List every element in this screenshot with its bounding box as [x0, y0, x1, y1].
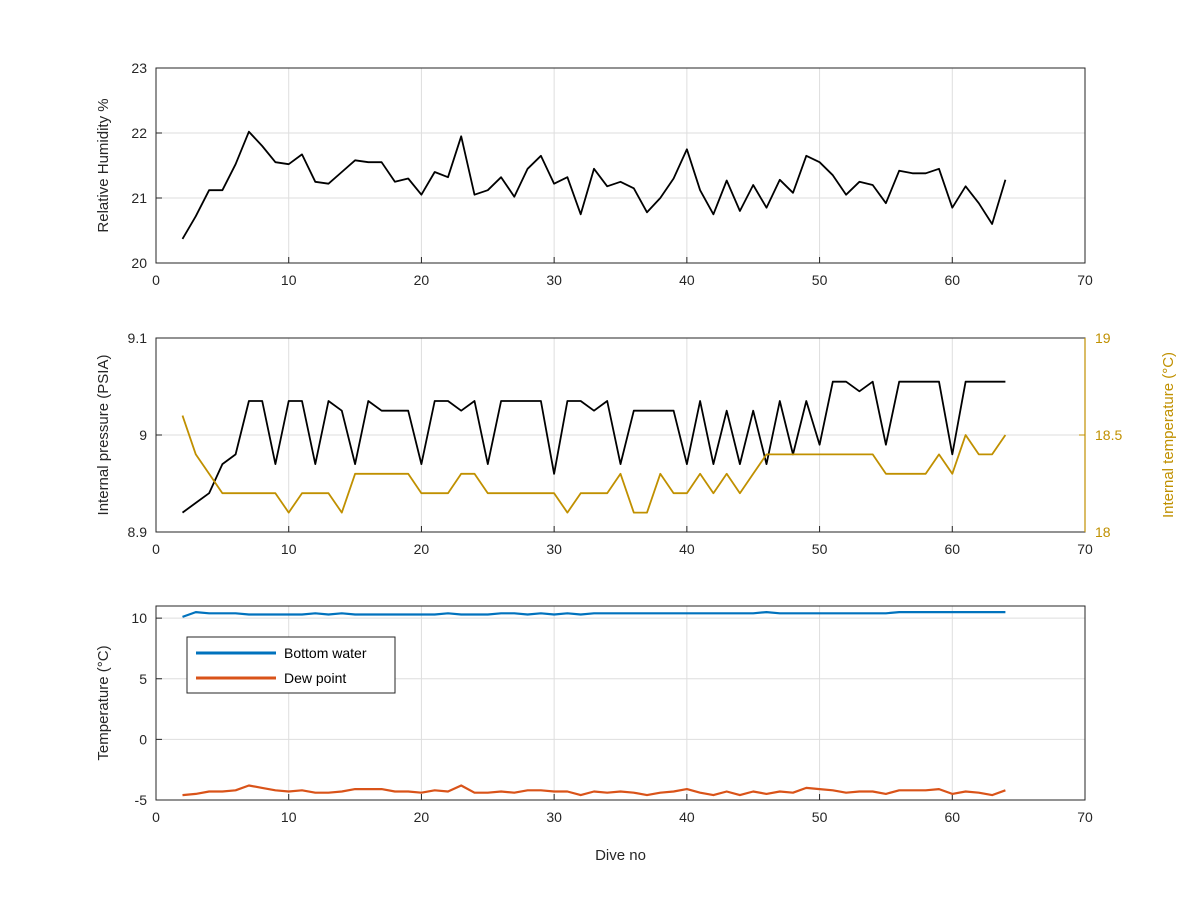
x-tick-label: 20 — [414, 809, 430, 825]
x-tick-label: 10 — [281, 541, 297, 557]
y-right-tick-label: 18 — [1095, 524, 1111, 540]
y-axis-label: Temperature (°C) — [95, 645, 112, 760]
y-tick-label: 20 — [131, 255, 147, 271]
x-axis-label: Dive no — [595, 847, 646, 864]
x-tick-label: 70 — [1077, 272, 1093, 288]
axes-box — [155, 67, 1086, 264]
axes-box — [155, 605, 1086, 801]
y-right-tick-label: 19 — [1095, 330, 1111, 346]
y-right-axis-label: Internal temperature (°C) — [1160, 352, 1177, 518]
series-line-1 — [181, 130, 1007, 240]
x-tick-label: 20 — [414, 272, 430, 288]
x-tick-label: 10 — [281, 809, 297, 825]
panel-1: 0 10 20 30 40 50 60 70 20 21 22 23 Relative Humidity… — [95, 60, 1093, 288]
series-line-1 — [182, 610, 1006, 618]
x-tick-label: 30 — [546, 809, 562, 825]
x-tick-label: 30 — [546, 272, 562, 288]
y-axis-label: Relative Humidity % — [95, 98, 112, 232]
x-tick-label: 50 — [812, 541, 828, 557]
y-tick-label: 5 — [139, 671, 147, 687]
y-tick-label: 0 — [139, 731, 147, 747]
x-tick-label: 20 — [414, 541, 430, 557]
legend-box — [186, 636, 396, 694]
x-tick-label: 10 — [281, 272, 297, 288]
y-right-tick-label: 18.5 — [1095, 427, 1122, 443]
x-tick-label: 60 — [944, 809, 960, 825]
y-tick-label: 23 — [131, 60, 147, 76]
legend: Bottom water Dew point — [186, 636, 396, 694]
x-tick-label: 60 — [944, 541, 960, 557]
y-tick-label: 9 — [139, 427, 147, 443]
x-tick-label: 40 — [679, 272, 695, 288]
x-tick-label: 0 — [152, 541, 160, 557]
x-tick-label: 0 — [152, 809, 160, 825]
x-tick-label: 40 — [679, 809, 695, 825]
y-tick-label: 10 — [131, 610, 147, 626]
legend-label-2: Dew point — [284, 670, 346, 686]
x-tick-label: 60 — [944, 272, 960, 288]
panel-2: 0 10 20 30 40 50 60 70 8.9 9 9.1 18 18.5 19 Internal p… — [95, 330, 1177, 557]
x-tick-label: 40 — [679, 541, 695, 557]
x-tick-label: 0 — [152, 272, 160, 288]
legend-label-1: Bottom water — [284, 645, 367, 661]
y-tick-label: 21 — [131, 190, 147, 206]
y-tick-label: 8.9 — [128, 524, 148, 540]
x-tick-label: 50 — [812, 272, 828, 288]
y-tick-label: 22 — [131, 125, 147, 141]
x-tick-label: 50 — [812, 809, 828, 825]
series-line-2 — [182, 784, 1006, 797]
y-axis-label: Internal pressure (PSIA) — [95, 355, 112, 516]
x-tick-label: 70 — [1077, 541, 1093, 557]
x-tick-label: 30 — [546, 541, 562, 557]
y-tick-label: 9.1 — [128, 330, 148, 346]
y-tick-label: -5 — [135, 792, 148, 808]
x-tick-label: 70 — [1077, 809, 1093, 825]
series-line-1 — [181, 380, 1006, 514]
series-line-2 — [181, 415, 1007, 514]
